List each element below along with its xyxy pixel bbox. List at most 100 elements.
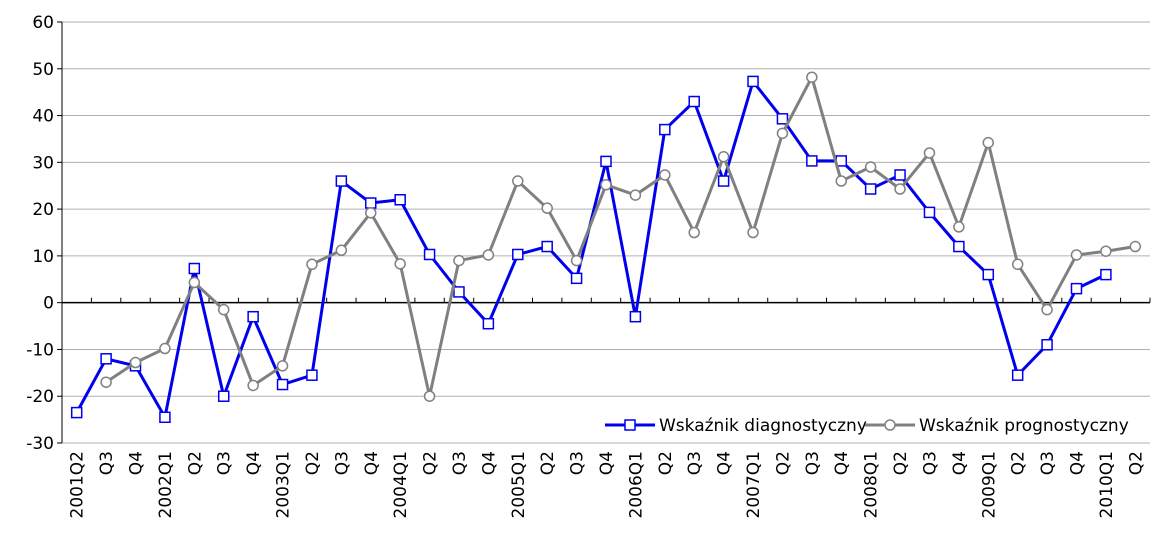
legend-label: Wskaźnik diagnostyczny xyxy=(659,416,867,436)
x-tick-label: Q2 xyxy=(773,451,793,475)
point xyxy=(512,248,524,261)
point xyxy=(100,376,112,388)
x-tick-label: Q2 xyxy=(1009,451,1029,475)
point xyxy=(747,226,759,239)
point xyxy=(394,258,406,270)
point xyxy=(688,95,700,108)
x-tick-label: Q2 xyxy=(303,451,323,475)
point xyxy=(953,221,965,233)
point xyxy=(806,155,818,167)
point xyxy=(864,183,877,195)
point xyxy=(747,75,759,88)
x-tick-label: Q4 xyxy=(127,451,147,475)
y-tick-label: -30 xyxy=(26,434,54,454)
point xyxy=(188,262,201,275)
point xyxy=(1011,258,1024,271)
point xyxy=(600,179,612,191)
series-line xyxy=(75,78,1107,422)
point xyxy=(453,286,465,298)
point xyxy=(806,71,818,83)
y-tick-label: 10 xyxy=(32,247,54,267)
x-tick-label: Q4 xyxy=(362,451,382,475)
point xyxy=(335,175,348,187)
point xyxy=(335,244,348,257)
point xyxy=(1129,240,1142,253)
point xyxy=(659,123,671,136)
point xyxy=(159,411,171,424)
point xyxy=(894,183,906,195)
x-tick-label: 2009Q1 xyxy=(979,451,999,518)
x-tick-label: Q2 xyxy=(538,451,558,475)
point xyxy=(1041,339,1053,351)
point xyxy=(129,356,142,369)
x-tick-label: Q3 xyxy=(215,451,235,475)
x-tick-label: 2001Q2 xyxy=(68,451,88,518)
x-tick-label: 2004Q1 xyxy=(391,451,411,518)
x-tick-label: Q3 xyxy=(920,451,940,475)
point xyxy=(776,127,789,140)
point xyxy=(1070,282,1083,295)
point xyxy=(864,161,877,173)
x-tick-label: Q4 xyxy=(832,451,852,475)
y-tick-label: -10 xyxy=(26,340,54,360)
point xyxy=(541,202,553,214)
series-line xyxy=(105,73,1136,397)
point xyxy=(982,136,995,149)
x-tick-label: Q2 xyxy=(656,451,676,475)
point xyxy=(276,378,289,391)
point xyxy=(482,249,495,261)
point xyxy=(306,258,318,271)
x-tick-label: Q2 xyxy=(185,451,205,475)
point xyxy=(247,379,259,392)
legend-marker xyxy=(884,419,896,431)
point xyxy=(894,169,906,181)
x-tick-label: Q3 xyxy=(803,451,823,475)
x-tick-label: 2006Q1 xyxy=(626,451,646,518)
x-tick-label: Q3 xyxy=(1038,451,1058,475)
point xyxy=(159,342,171,355)
x-tick-label: 2007Q1 xyxy=(744,451,764,518)
x-tick-label: Q3 xyxy=(685,451,705,475)
point xyxy=(453,254,465,267)
point xyxy=(512,175,524,187)
point xyxy=(188,276,201,289)
point xyxy=(776,113,789,125)
x-tick-label: Q4 xyxy=(479,451,499,475)
point xyxy=(1070,249,1083,261)
point xyxy=(482,317,495,330)
x-tick-label: Q4 xyxy=(950,451,970,475)
legend: Wskaźnik diagnostyczny Wskaźnik prognosty… xyxy=(599,409,1142,441)
point xyxy=(570,272,583,285)
y-tick-label: 30 xyxy=(32,153,54,173)
point xyxy=(923,147,936,159)
y-tick-label: 60 xyxy=(32,13,54,33)
point xyxy=(717,150,730,163)
y-tick-label: 40 xyxy=(32,107,54,127)
point xyxy=(1011,369,1024,381)
point xyxy=(217,390,230,402)
point xyxy=(394,194,406,206)
y-tick-label: 20 xyxy=(32,200,54,220)
point xyxy=(1100,268,1112,281)
x-tick-label: Q4 xyxy=(1067,451,1087,475)
point xyxy=(541,240,553,253)
point xyxy=(600,155,612,168)
y-tick-label: -20 xyxy=(26,387,54,407)
point xyxy=(570,254,583,267)
y-tick-label: 50 xyxy=(32,60,54,80)
x-tick-label: Q4 xyxy=(597,451,617,475)
point xyxy=(629,189,642,201)
x-tick-label: Q2 xyxy=(891,451,911,475)
point xyxy=(982,268,995,281)
x-tick-label: Q3 xyxy=(97,451,117,475)
legend-label: Wskaźnik prognostyczny xyxy=(919,416,1129,436)
point xyxy=(629,310,642,323)
point xyxy=(923,206,936,219)
point xyxy=(423,390,436,402)
point xyxy=(659,169,671,181)
point xyxy=(276,360,289,372)
point xyxy=(1041,303,1053,316)
x-tick-label: Q3 xyxy=(450,451,470,475)
point xyxy=(688,226,700,239)
x-tick-label: Q4 xyxy=(244,451,264,475)
